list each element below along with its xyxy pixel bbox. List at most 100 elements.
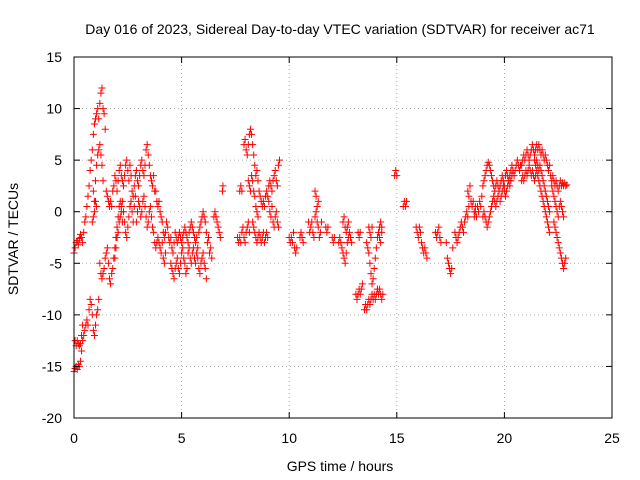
data-point	[508, 172, 516, 180]
data-point	[170, 275, 178, 283]
data-point	[560, 264, 568, 272]
y-tick-label: -10	[42, 307, 62, 323]
data-point	[96, 141, 104, 149]
data-point	[114, 228, 122, 236]
data-point	[198, 254, 206, 262]
data-point	[183, 234, 191, 241]
data-point	[250, 151, 258, 159]
data-point	[245, 182, 253, 190]
data-point	[293, 244, 301, 252]
data-point	[248, 172, 256, 180]
data-point	[538, 172, 546, 180]
data-point	[268, 203, 276, 211]
data-point	[486, 208, 494, 216]
data-point	[88, 146, 96, 154]
data-point	[184, 239, 192, 247]
data-point	[215, 228, 223, 236]
data-point	[183, 264, 191, 272]
data-point	[276, 156, 284, 164]
data-point	[554, 239, 562, 247]
data-point	[366, 228, 374, 236]
data-point	[182, 270, 190, 278]
data-point	[92, 321, 100, 329]
data-point	[550, 192, 558, 200]
data-point	[168, 244, 176, 252]
data-point	[238, 187, 246, 195]
data-point	[147, 177, 155, 185]
data-point	[152, 187, 160, 195]
y-tick-label: 5	[54, 152, 62, 168]
data-point	[542, 156, 550, 164]
data-point	[535, 141, 543, 149]
data-point	[96, 259, 104, 267]
data-point	[265, 197, 273, 205]
data-point	[525, 161, 533, 169]
data-point	[436, 234, 444, 241]
data-point	[81, 326, 89, 334]
data-point	[356, 290, 364, 298]
data-point	[81, 218, 89, 226]
data-point	[113, 234, 121, 241]
data-point	[342, 228, 350, 236]
data-point	[454, 234, 462, 241]
data-point	[543, 218, 551, 226]
data-point	[179, 244, 187, 252]
data-point	[100, 110, 108, 118]
data-point	[312, 208, 320, 216]
x-axis-label: GPS time / hours	[287, 458, 394, 474]
data-point	[119, 208, 127, 216]
data-point	[150, 228, 158, 236]
data-point	[100, 264, 108, 272]
data-point	[199, 208, 207, 216]
data-point	[266, 208, 274, 216]
data-point	[260, 239, 268, 247]
data-point	[92, 197, 100, 205]
data-point	[76, 340, 84, 348]
data-point	[533, 156, 541, 164]
data-point	[212, 213, 220, 221]
data-point	[90, 331, 98, 339]
data-point	[484, 158, 492, 166]
data-point	[542, 192, 550, 200]
data-point	[541, 187, 549, 195]
data-point	[93, 203, 101, 211]
data-point	[139, 197, 147, 205]
data-point	[203, 239, 211, 247]
data-point	[267, 182, 275, 190]
data-point	[363, 306, 371, 314]
data-point	[557, 203, 565, 211]
data-point	[208, 254, 216, 262]
data-point	[415, 223, 423, 231]
data-point	[484, 218, 492, 226]
data-point	[92, 177, 100, 185]
data-point	[195, 264, 203, 272]
data-point	[541, 151, 549, 159]
data-point	[201, 264, 209, 272]
data-point	[447, 270, 455, 278]
data-point	[110, 182, 118, 190]
data-point	[551, 223, 559, 231]
data-point	[402, 197, 410, 205]
data-point	[315, 234, 323, 241]
data-point	[481, 172, 489, 180]
data-point	[180, 254, 188, 262]
data-point	[348, 239, 356, 247]
data-point	[461, 218, 469, 226]
data-point	[135, 182, 143, 190]
data-point	[78, 347, 86, 355]
data-point	[132, 218, 140, 226]
data-point	[169, 249, 177, 257]
data-point	[78, 331, 86, 339]
data-point	[97, 151, 105, 159]
data-point	[543, 197, 551, 205]
data-point	[264, 192, 272, 200]
y-tick-label: -20	[42, 410, 62, 426]
data-point	[338, 244, 346, 252]
data-point	[87, 301, 95, 309]
data-point	[273, 218, 281, 226]
data-point	[111, 172, 119, 180]
data-point	[290, 228, 298, 236]
data-point	[219, 182, 227, 190]
data-point	[122, 228, 130, 236]
data-point	[561, 259, 569, 267]
